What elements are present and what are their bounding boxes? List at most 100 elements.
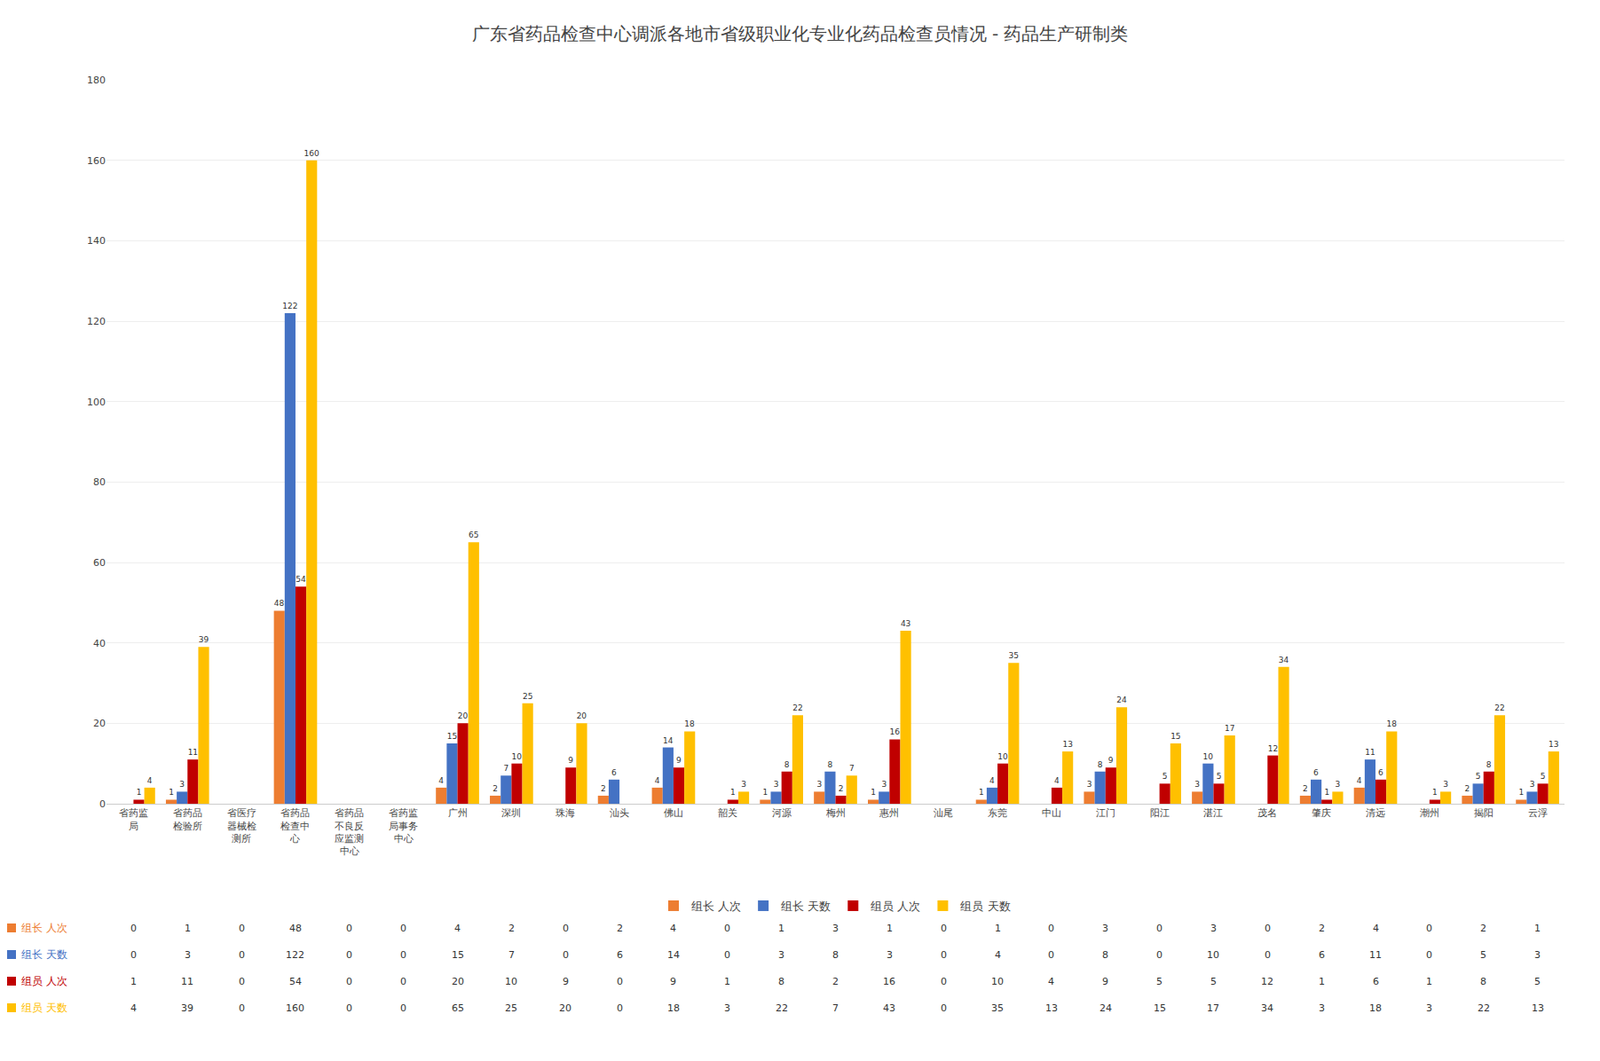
svg-text:20: 20 [93, 717, 106, 730]
svg-text:4: 4 [1054, 776, 1060, 786]
svg-text:7: 7 [503, 764, 509, 773]
svg-text:9: 9 [676, 756, 682, 765]
svg-text:河源: 河源 [772, 807, 792, 820]
svg-text:4: 4 [438, 776, 444, 786]
svg-text:18: 18 [1386, 719, 1397, 729]
svg-text:组员 天数: 组员 天数 [21, 1001, 68, 1015]
svg-text:5: 5 [1534, 976, 1541, 988]
svg-text:48: 48 [289, 922, 302, 935]
svg-text:10: 10 [504, 976, 518, 988]
svg-text:3: 3 [1442, 780, 1449, 789]
svg-text:0: 0 [400, 949, 407, 962]
svg-text:40: 40 [93, 638, 106, 650]
svg-text:43: 43 [900, 619, 911, 629]
svg-text:160: 160 [285, 1002, 305, 1015]
svg-text:13: 13 [1548, 740, 1559, 749]
svg-text:6: 6 [1378, 768, 1384, 778]
svg-text:组长 人次: 组长 人次 [21, 922, 68, 935]
svg-text:160: 160 [86, 155, 106, 167]
svg-text:34: 34 [1278, 655, 1290, 665]
svg-text:3: 3 [881, 780, 887, 789]
svg-text:1: 1 [130, 976, 137, 988]
svg-text:140: 140 [86, 235, 106, 247]
svg-text:8: 8 [1480, 976, 1487, 988]
svg-text:7: 7 [508, 949, 515, 962]
svg-text:0: 0 [99, 798, 106, 811]
svg-text:4: 4 [130, 1002, 137, 1015]
svg-text:3: 3 [740, 780, 747, 789]
svg-text:9: 9 [562, 976, 569, 988]
svg-text:广东省药品检查中心调派各地市省级职业化专业化药品检查员情况: 广东省药品检查中心调派各地市省级职业化专业化药品检查员情况 - 药品生产研制类 [472, 23, 1129, 45]
svg-text:0: 0 [1156, 922, 1163, 935]
svg-text:0: 0 [1156, 949, 1163, 962]
svg-text:3: 3 [773, 780, 780, 789]
svg-text:3: 3 [1426, 1002, 1433, 1015]
svg-text:0: 0 [562, 922, 569, 935]
svg-text:0: 0 [346, 922, 353, 935]
svg-text:省药监局事务中心: 省药监局事务中心 [388, 807, 418, 845]
svg-text:15: 15 [451, 949, 465, 962]
svg-text:0: 0 [346, 949, 353, 962]
svg-text:10: 10 [997, 752, 1009, 762]
svg-text:14: 14 [662, 736, 674, 746]
svg-text:3: 3 [1194, 780, 1200, 789]
svg-text:汕头: 汕头 [609, 807, 630, 820]
svg-text:24: 24 [1099, 1002, 1112, 1015]
svg-text:12: 12 [1261, 976, 1274, 988]
svg-text:4: 4 [1356, 776, 1363, 786]
svg-text:0: 0 [400, 922, 407, 935]
svg-text:1: 1 [778, 922, 785, 935]
svg-text:9: 9 [1108, 756, 1114, 765]
svg-text:22: 22 [1477, 1002, 1490, 1015]
svg-text:1: 1 [730, 788, 736, 797]
svg-text:1: 1 [994, 922, 1001, 935]
svg-text:0: 0 [724, 922, 731, 935]
svg-text:7: 7 [832, 1002, 839, 1015]
svg-text:80: 80 [93, 476, 106, 489]
svg-text:12: 12 [1268, 744, 1278, 754]
svg-text:0: 0 [562, 949, 569, 962]
svg-text:1: 1 [1324, 788, 1330, 797]
svg-text:阳江: 阳江 [1150, 807, 1170, 820]
svg-text:广州: 广州 [448, 807, 468, 820]
svg-text:6: 6 [1372, 976, 1380, 988]
svg-text:0: 0 [940, 949, 947, 962]
svg-text:清远: 清远 [1365, 807, 1386, 820]
svg-text:2: 2 [838, 784, 844, 794]
svg-text:8: 8 [1102, 949, 1109, 962]
svg-text:2: 2 [492, 784, 498, 794]
svg-text:0: 0 [400, 1002, 407, 1015]
svg-text:6: 6 [1313, 768, 1319, 778]
svg-text:11: 11 [1364, 748, 1375, 757]
svg-text:2: 2 [508, 922, 515, 935]
svg-text:11: 11 [1369, 949, 1382, 962]
svg-text:3: 3 [1534, 949, 1541, 962]
svg-text:3: 3 [1210, 922, 1217, 935]
svg-text:3: 3 [832, 922, 839, 935]
svg-text:3: 3 [179, 780, 185, 789]
svg-text:0: 0 [940, 976, 947, 988]
svg-text:39: 39 [181, 1002, 194, 1015]
svg-text:梅州: 梅州 [825, 807, 846, 820]
svg-text:35: 35 [1008, 651, 1019, 661]
svg-text:0: 0 [1264, 949, 1271, 962]
svg-text:0: 0 [346, 1002, 353, 1015]
svg-text:组长 天数: 组长 天数 [780, 899, 831, 914]
svg-text:2: 2 [832, 976, 839, 988]
svg-text:1: 1 [1518, 788, 1524, 797]
svg-text:4: 4 [454, 922, 461, 935]
svg-text:0: 0 [238, 949, 245, 962]
svg-text:3: 3 [1335, 780, 1341, 789]
svg-text:5: 5 [1210, 976, 1217, 988]
svg-text:16: 16 [890, 727, 901, 737]
svg-text:8: 8 [778, 976, 785, 988]
svg-text:5: 5 [1480, 949, 1487, 962]
svg-text:13: 13 [1062, 740, 1072, 749]
svg-text:0: 0 [130, 949, 137, 962]
svg-text:湛江: 湛江 [1203, 807, 1223, 820]
svg-text:20: 20 [451, 976, 465, 988]
svg-text:10: 10 [991, 976, 1004, 988]
svg-text:11: 11 [188, 748, 198, 757]
svg-text:15: 15 [447, 732, 458, 741]
svg-text:4: 4 [654, 776, 661, 786]
